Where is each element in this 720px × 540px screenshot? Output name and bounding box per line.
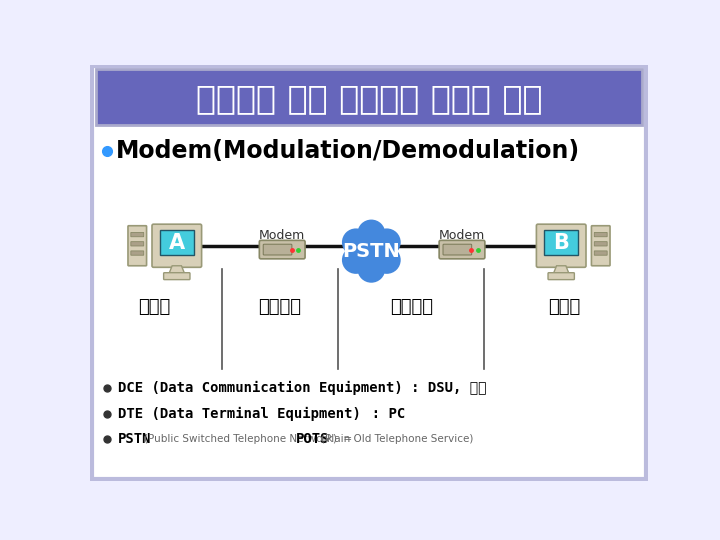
Circle shape	[357, 220, 385, 247]
Text: 디지탈: 디지탈	[548, 298, 580, 316]
Text: 아날로그: 아날로그	[258, 298, 302, 316]
FancyBboxPatch shape	[443, 244, 472, 255]
FancyBboxPatch shape	[90, 65, 648, 481]
FancyBboxPatch shape	[264, 244, 292, 255]
Text: A: A	[168, 233, 185, 253]
FancyBboxPatch shape	[96, 70, 642, 125]
Polygon shape	[169, 266, 184, 273]
Text: 아날로그: 아날로그	[390, 298, 433, 316]
FancyBboxPatch shape	[131, 232, 144, 237]
Text: Modem(Modulation/Demodulation): Modem(Modulation/Demodulation)	[117, 139, 580, 163]
FancyBboxPatch shape	[439, 240, 485, 259]
Circle shape	[373, 246, 401, 274]
FancyBboxPatch shape	[259, 240, 305, 259]
Text: (Plain Old Telephone Service): (Plain Old Telephone Service)	[321, 434, 473, 444]
FancyBboxPatch shape	[591, 226, 610, 266]
Text: : PC: : PC	[289, 407, 405, 421]
Circle shape	[350, 230, 393, 273]
Text: DCE (Data Communication Equipment) : DSU, 모뎀: DCE (Data Communication Equipment) : DSU…	[118, 381, 487, 395]
Text: Modem: Modem	[439, 230, 485, 242]
FancyBboxPatch shape	[131, 251, 144, 255]
Text: 아날로그 전화 회선에서 디지털 전송: 아날로그 전화 회선에서 디지털 전송	[196, 82, 542, 115]
Circle shape	[357, 255, 385, 283]
Text: POTS: POTS	[296, 432, 330, 446]
Text: Modem: Modem	[259, 230, 305, 242]
Text: (Public Switched Telephone Network)  =: (Public Switched Telephone Network) =	[144, 434, 356, 444]
Polygon shape	[554, 266, 569, 273]
FancyBboxPatch shape	[594, 242, 607, 246]
FancyBboxPatch shape	[152, 224, 202, 267]
FancyBboxPatch shape	[160, 231, 194, 255]
FancyBboxPatch shape	[594, 232, 607, 237]
Text: PSTN: PSTN	[343, 241, 400, 261]
Text: PSTN: PSTN	[118, 432, 151, 446]
Text: B: B	[553, 233, 569, 253]
FancyBboxPatch shape	[544, 231, 578, 255]
FancyBboxPatch shape	[536, 224, 586, 267]
Circle shape	[342, 246, 370, 274]
Text: DTE (Data Terminal Equipment): DTE (Data Terminal Equipment)	[118, 407, 361, 421]
FancyBboxPatch shape	[163, 273, 190, 280]
FancyBboxPatch shape	[548, 273, 575, 280]
Circle shape	[342, 228, 370, 256]
Circle shape	[373, 228, 401, 256]
Text: 디지탈: 디지탈	[138, 298, 171, 316]
FancyBboxPatch shape	[131, 242, 144, 246]
FancyBboxPatch shape	[128, 226, 147, 266]
FancyBboxPatch shape	[594, 251, 607, 255]
